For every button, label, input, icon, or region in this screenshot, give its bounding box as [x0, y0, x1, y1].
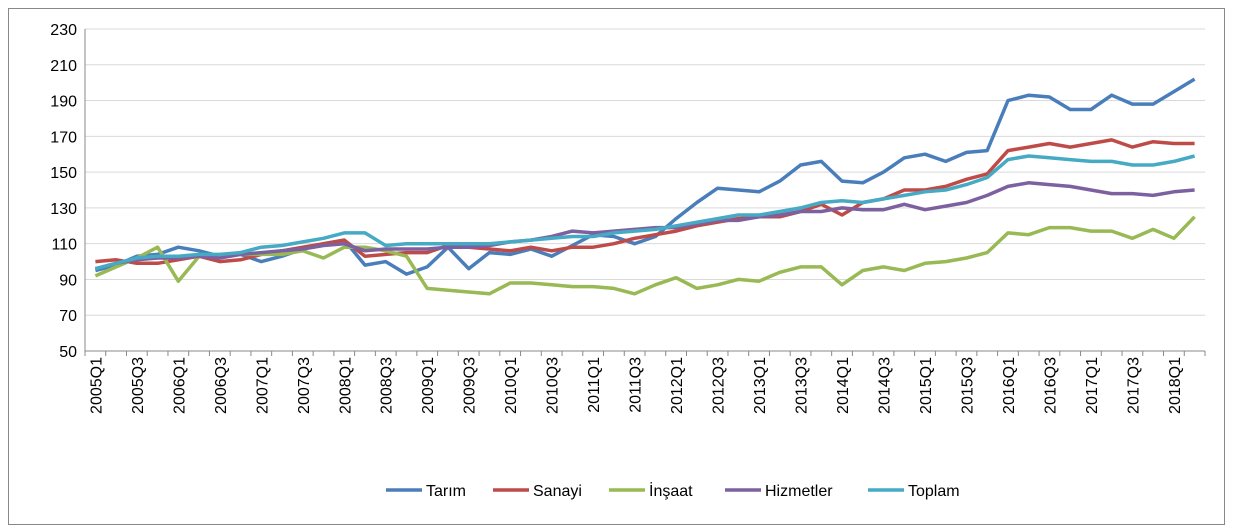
y-tick-label: 210 — [50, 58, 77, 75]
x-tick-label: 2008Q1 — [337, 357, 354, 414]
x-tick-label: 2017Q1 — [1084, 357, 1101, 414]
x-tick-label: 2017Q3 — [1125, 357, 1142, 414]
y-tick-label: 150 — [50, 165, 77, 182]
x-tick-label: 2013Q1 — [752, 357, 769, 414]
x-tick-label: 2011Q1 — [586, 357, 603, 413]
y-tick-label: 230 — [50, 22, 77, 39]
legend-label: Hizmetler — [765, 483, 833, 500]
series-line — [94, 215, 1196, 296]
y-tick-label: 50 — [59, 344, 77, 361]
x-tick-label: 2010Q3 — [545, 357, 562, 414]
x-tick-label: 2014Q1 — [835, 357, 852, 414]
y-tick-label: 110 — [51, 237, 77, 254]
x-tick-label: 2006Q1 — [171, 357, 188, 414]
legend-label: Tarım — [426, 483, 466, 500]
x-tick-label: 2016Q1 — [1001, 357, 1018, 414]
x-tick-label: 2015Q1 — [918, 357, 935, 414]
legend-label: İnşaat — [649, 481, 693, 500]
x-tick-label: 2007Q1 — [254, 357, 271, 414]
x-tick-label: 2018Q1 — [1167, 357, 1184, 414]
y-tick-label: 130 — [50, 201, 77, 218]
series-line — [94, 154, 1196, 271]
y-tick-label: 90 — [59, 272, 77, 289]
x-tick-label: 2009Q3 — [462, 357, 479, 414]
y-tick-label: 190 — [50, 94, 77, 111]
x-tick-label: 2014Q3 — [877, 357, 894, 414]
x-tick-label: 2013Q3 — [794, 357, 811, 414]
x-tick-label: 2016Q3 — [1042, 357, 1059, 414]
x-tick-label: 2005Q3 — [130, 357, 147, 414]
x-tick-label: 2009Q1 — [420, 357, 437, 414]
series-line — [94, 77, 1196, 276]
y-tick-label: 170 — [50, 129, 77, 146]
x-tick-label: 2008Q3 — [379, 357, 396, 414]
y-tick-label: 70 — [59, 308, 77, 325]
x-tick-label: 2010Q1 — [503, 357, 520, 414]
chart-border — [8, 8, 1225, 525]
x-tick-label: 2011Q3 — [628, 357, 645, 413]
x-tick-label: 2015Q3 — [959, 357, 976, 414]
legend-label: Sanayi — [533, 483, 582, 500]
x-tick-label: 2007Q3 — [296, 357, 313, 414]
legend-label: Toplam — [908, 483, 960, 500]
x-tick-label: 2005Q1 — [88, 357, 105, 414]
x-tick-label: 2006Q3 — [213, 357, 230, 414]
x-tick-label: 2012Q3 — [711, 357, 728, 414]
x-tick-label: 2012Q1 — [669, 357, 686, 414]
